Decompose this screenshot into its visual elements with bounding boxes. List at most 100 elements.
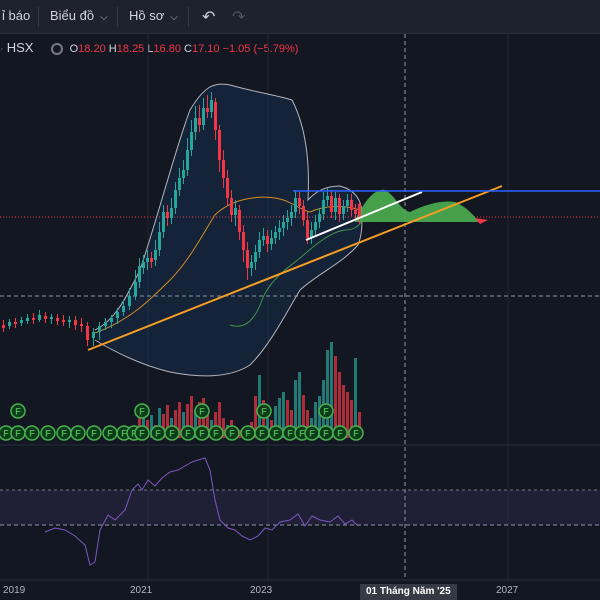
bollinger-upper-band xyxy=(94,83,363,331)
fundamental-event-icon[interactable]: F xyxy=(134,425,150,441)
chevron-down-icon: ⌵ xyxy=(170,12,178,23)
undo-icon[interactable]: ↶ xyxy=(202,9,216,26)
volume-bar xyxy=(218,402,221,438)
fundamental-event-icon[interactable]: F xyxy=(256,403,272,419)
fundamental-event-icon[interactable]: F xyxy=(332,425,348,441)
fundamental-event-icon[interactable]: F xyxy=(194,403,210,419)
svg-text:F: F xyxy=(15,429,21,439)
candle-body xyxy=(44,316,47,319)
fundamental-event-icon[interactable]: F xyxy=(134,403,150,419)
fundamental-event-icon[interactable]: F xyxy=(240,425,256,441)
fundamental-event-icon[interactable]: F xyxy=(102,425,118,441)
profile-menu[interactable]: Hồ sơ ⌵ xyxy=(129,8,178,23)
candle-body xyxy=(274,232,277,238)
svg-text:F: F xyxy=(259,429,265,439)
candle-body xyxy=(254,252,257,262)
candle-body xyxy=(298,198,301,206)
volume-bar xyxy=(274,406,277,438)
candle-body xyxy=(50,317,53,319)
fundamental-event-icon[interactable]: F xyxy=(348,425,364,441)
fundamental-event-icon[interactable]: F xyxy=(180,425,196,441)
svg-text:F: F xyxy=(199,429,205,439)
svg-text:F: F xyxy=(323,429,329,439)
bollinger-band-fill xyxy=(95,84,361,376)
fundamental-event-icon[interactable]: F xyxy=(86,425,102,441)
fundamental-event-icon[interactable]: F xyxy=(24,425,40,441)
svg-text:F: F xyxy=(199,407,205,417)
candle-body xyxy=(174,190,177,208)
fundamental-event-icon[interactable]: F xyxy=(224,425,240,441)
svg-text:F: F xyxy=(139,429,145,439)
candle-body xyxy=(302,206,305,220)
fundamental-event-icon[interactable]: F xyxy=(70,425,86,441)
fundamental-event-icon[interactable]: F xyxy=(56,425,72,441)
fundamental-event-icon[interactable]: F xyxy=(318,403,334,419)
fundamental-event-icon[interactable]: F xyxy=(254,425,270,441)
close-label: C xyxy=(184,43,192,55)
svg-text:F: F xyxy=(169,429,175,439)
candle-body xyxy=(338,198,341,214)
svg-text:F: F xyxy=(61,429,67,439)
fundamental-event-icon[interactable]: F xyxy=(268,425,284,441)
volume-bar xyxy=(262,400,265,438)
cloud-tail xyxy=(475,218,488,224)
candle-body xyxy=(290,212,293,218)
svg-text:F: F xyxy=(185,429,191,439)
fundamental-event-icon[interactable]: F xyxy=(304,425,320,441)
fundamental-event-icon[interactable]: F xyxy=(40,425,56,441)
candle-body xyxy=(330,196,333,212)
fundamental-event-icon[interactable]: F xyxy=(10,403,26,419)
short-trendline[interactable] xyxy=(305,191,423,241)
svg-text:F: F xyxy=(261,407,267,417)
svg-text:F: F xyxy=(353,429,359,439)
candle-body xyxy=(210,100,213,112)
high-label: H xyxy=(108,43,117,55)
volume-bar xyxy=(318,396,321,438)
toolbar-divider xyxy=(117,7,118,27)
fundamental-event-icon[interactable]: F xyxy=(318,425,334,441)
svg-text:F: F xyxy=(121,429,127,439)
cloud-area xyxy=(355,189,480,222)
volume-bar xyxy=(142,412,145,438)
fundamental-event-icon[interactable]: F xyxy=(150,425,166,441)
candle-body xyxy=(262,236,265,240)
svg-text:F: F xyxy=(229,429,235,439)
volume-bar xyxy=(306,410,309,438)
rsi-line xyxy=(44,457,359,566)
time-axis[interactable]: 2019 2021 2023 2027 xyxy=(0,580,600,600)
volume-bar xyxy=(350,400,353,438)
candle-body xyxy=(138,266,141,282)
time-label: 2019 xyxy=(3,585,26,596)
svg-text:F: F xyxy=(139,407,145,417)
volume-bar xyxy=(334,356,337,438)
volume-bar xyxy=(178,402,181,438)
change-value: −1.05 (−5.79%) xyxy=(222,43,299,55)
candle-body xyxy=(62,320,65,322)
candle-body xyxy=(282,222,285,228)
fundamental-event-icon[interactable]: F xyxy=(208,425,224,441)
candle-body xyxy=(350,200,353,210)
legend-separator: · xyxy=(0,43,4,55)
inner-green-line xyxy=(229,219,363,327)
fundamental-event-icon[interactable]: F xyxy=(10,425,26,441)
candle-body xyxy=(8,322,11,326)
candle-body xyxy=(32,318,35,320)
candle-body xyxy=(294,198,297,212)
charts-menu[interactable]: Biểu đồ ⌵ xyxy=(50,8,108,23)
candle-body xyxy=(226,178,229,198)
indicators-menu[interactable]: ỉ báo xyxy=(2,8,31,23)
candle-body xyxy=(116,312,119,318)
candle-body xyxy=(74,320,77,325)
low-value: 16.80 xyxy=(153,43,181,55)
candle-body xyxy=(218,130,221,160)
ascending-trendline[interactable] xyxy=(87,185,503,351)
svg-text:F: F xyxy=(3,429,9,439)
redo-icon[interactable]: ↷ xyxy=(232,9,246,26)
candle-body xyxy=(354,210,357,214)
candle-body xyxy=(166,212,169,218)
candle-body xyxy=(146,258,149,262)
volume-bar xyxy=(314,402,317,438)
fundamental-event-icon[interactable]: F xyxy=(194,425,210,441)
fundamental-event-icon[interactable]: F xyxy=(164,425,180,441)
